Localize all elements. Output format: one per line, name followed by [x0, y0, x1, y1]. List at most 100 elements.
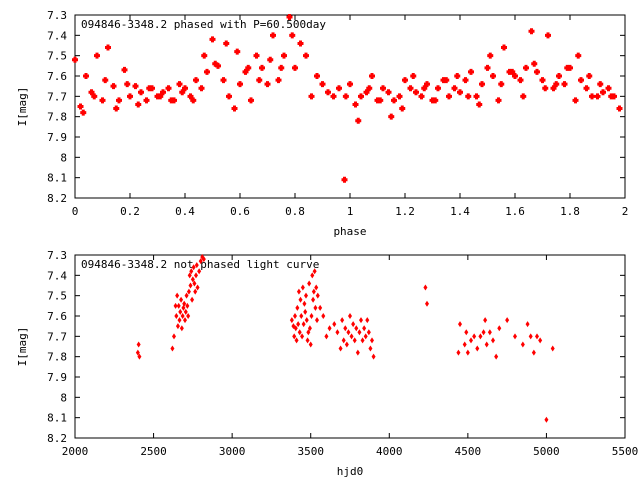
data-point: [275, 77, 282, 84]
data-point: [421, 85, 428, 92]
data-point: [289, 32, 296, 39]
data-point: [542, 85, 549, 92]
data-point: [178, 308, 183, 315]
data-point: [193, 288, 198, 295]
data-point: [102, 77, 109, 84]
data-point: [341, 176, 348, 183]
data-point: [110, 83, 117, 90]
data-point: [594, 93, 601, 100]
data-point: [175, 292, 180, 299]
data-point: [315, 292, 320, 299]
data-point: [505, 317, 510, 324]
data-point: [487, 52, 494, 59]
data-point: [366, 85, 373, 92]
data-point: [324, 333, 329, 340]
y-tick-label: 7.7: [47, 330, 67, 343]
data-point: [355, 349, 360, 356]
data-point: [391, 97, 397, 104]
data-point: [289, 317, 294, 324]
data-point: [300, 333, 305, 340]
data-point: [121, 66, 128, 73]
data-point: [341, 337, 346, 344]
data-point: [352, 101, 359, 108]
data-point: [94, 52, 100, 59]
data-point: [330, 93, 337, 100]
data-point: [410, 73, 417, 79]
data-point: [561, 81, 568, 88]
data-point: [465, 349, 470, 356]
data-point: [327, 325, 332, 332]
x-tick-label: 4500: [455, 445, 482, 458]
data-point: [168, 97, 175, 104]
data-point: [173, 302, 178, 309]
data-point: [544, 416, 549, 423]
x-tick-label: 3000: [219, 445, 246, 458]
data-point: [458, 321, 462, 328]
data-point: [494, 353, 499, 360]
data-point: [186, 288, 191, 295]
data-point: [180, 313, 185, 319]
data-point: [481, 329, 486, 336]
data-point: [456, 349, 461, 356]
data-point: [509, 68, 516, 75]
data-point: [531, 349, 536, 356]
data-point: [267, 56, 274, 63]
data-point: [528, 333, 533, 340]
data-point: [231, 105, 238, 112]
data-point: [185, 302, 190, 309]
data-point: [146, 85, 153, 92]
data-point: [311, 288, 316, 295]
y-tick-label: 7.9: [47, 131, 67, 144]
data-point: [212, 60, 219, 67]
data-point: [309, 313, 314, 319]
data-point: [124, 81, 131, 88]
data-point: [305, 337, 310, 344]
data-point: [306, 329, 311, 336]
data-point: [487, 329, 492, 336]
data-point: [278, 64, 285, 71]
chart-title: 094846-3348.2 not phased light curve: [81, 258, 319, 271]
data-point: [352, 337, 357, 344]
data-point: [220, 77, 227, 84]
plot-frame: [74, 254, 626, 439]
y-axis-label: I[mag]: [16, 327, 29, 367]
data-point: [264, 81, 271, 88]
data-point: [190, 276, 195, 283]
data-point: [523, 64, 529, 71]
data-point: [303, 52, 309, 59]
y-tick-label: 7.6: [47, 310, 67, 323]
data-point: [312, 268, 317, 275]
data-point: [491, 337, 495, 344]
data-point: [388, 113, 395, 120]
data-point: [223, 40, 230, 47]
data-point: [143, 97, 150, 104]
data-point: [340, 317, 345, 324]
data-point: [407, 85, 414, 92]
data-point: [362, 325, 367, 332]
data-point: [234, 48, 241, 55]
data-point: [174, 313, 179, 319]
x-tick-label: 2: [622, 205, 629, 218]
x-tick-label: 2000: [62, 445, 89, 458]
x-tick-label: 5500: [612, 445, 639, 458]
data-point: [308, 341, 313, 348]
data-point: [197, 268, 202, 275]
data-point: [188, 282, 193, 289]
data-point: [179, 296, 184, 303]
data-point: [321, 313, 326, 319]
data-point: [357, 329, 362, 336]
data-point: [399, 105, 406, 112]
data-point: [468, 68, 474, 75]
data-point: [186, 313, 191, 319]
x-tick-label: 1.4: [450, 205, 470, 218]
data-point: [597, 81, 604, 88]
data-point: [116, 97, 122, 104]
data-point: [349, 333, 354, 340]
data-point: [396, 93, 403, 100]
data-point: [534, 68, 540, 75]
data-point: [385, 89, 392, 96]
data-point: [583, 85, 590, 92]
data-point: [192, 280, 197, 287]
y-tick-label: 7.6: [47, 70, 67, 83]
data-point: [194, 262, 199, 269]
